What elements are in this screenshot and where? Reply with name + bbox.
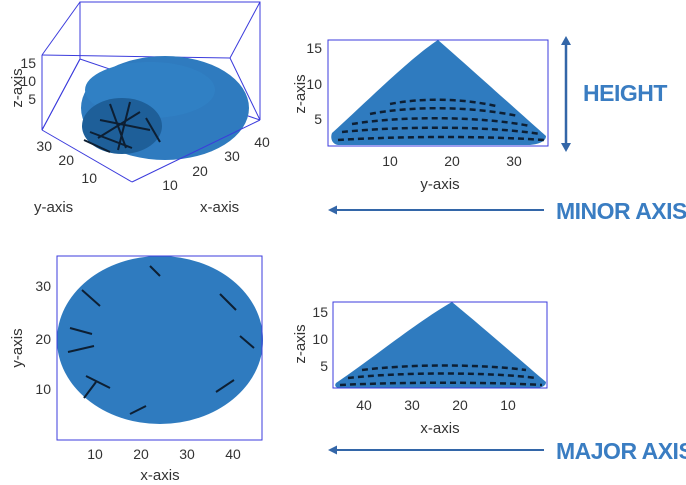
iso-z-tick: 10 <box>20 73 36 89</box>
side-x-x-axis-label: x-axis <box>420 420 459 437</box>
side-y-y-axis-label: y-axis <box>420 176 459 193</box>
iso-view-panel: 15 10 5 30 20 10 10 20 30 40 z-axis y-ax… <box>0 0 290 220</box>
iso-y-tick: 20 <box>58 152 74 168</box>
side-y-z-tick: 15 <box>306 40 322 56</box>
top-y-axis-label: y-axis <box>9 328 26 367</box>
top-shape <box>57 256 263 424</box>
side-x-z-axis-label: z-axis <box>292 324 309 363</box>
side-y-y-tick: 10 <box>382 153 398 169</box>
top-x-tick: 10 <box>87 446 103 462</box>
iso-y-tick: 30 <box>36 138 52 154</box>
iso-y-axis-label: y-axis <box>34 199 73 216</box>
top-plot-frame <box>56 255 263 441</box>
top-y-tick: 20 <box>35 331 51 347</box>
side-x-x-tick: 40 <box>356 397 372 413</box>
major-axis-label: MAJOR AXIS <box>556 438 686 464</box>
iso-shape <box>81 56 249 160</box>
side-x-view-panel: 15 10 5 40 30 20 10 z-axis x-axis <box>290 290 560 440</box>
iso-z-tick: 5 <box>28 91 36 107</box>
side-x-z-tick: 15 <box>312 304 328 320</box>
major-axis-arrow <box>328 445 544 455</box>
side-y-view-plot: 15 10 5 10 20 30 z-axis y-axis <box>292 39 549 193</box>
iso-x-tick: 20 <box>192 163 208 179</box>
side-y-y-tick: 30 <box>506 153 522 169</box>
top-x-tick: 20 <box>133 446 149 462</box>
top-y-tick: 10 <box>35 381 51 397</box>
iso-x-tick: 40 <box>254 134 270 150</box>
top-x-axis-label: x-axis <box>140 467 179 484</box>
iso-x-tick: 10 <box>162 177 178 193</box>
iso-x-axis-label: x-axis <box>200 199 239 216</box>
iso-x-tick: 30 <box>224 148 240 164</box>
side-y-shape <box>331 40 546 145</box>
minor-axis-arrow <box>328 205 544 215</box>
side-y-view-panel: 15 10 5 10 20 30 z-axis y-axis <box>290 28 560 198</box>
side-x-x-tick: 20 <box>452 397 468 413</box>
side-y-z-tick: 5 <box>314 111 322 127</box>
side-x-x-tick: 10 <box>500 397 516 413</box>
iso-z-tick: 15 <box>20 55 36 71</box>
height-label: HEIGHT <box>583 80 667 106</box>
iso-z-axis-label: z-axis <box>9 68 26 107</box>
side-x-z-tick: 10 <box>312 331 328 347</box>
top-view-plot: 30 20 10 10 20 30 40 y-axis x-axis <box>9 255 263 484</box>
top-x-tick: 40 <box>225 446 241 462</box>
side-y-plot-frame <box>327 39 549 147</box>
side-x-x-tick: 30 <box>404 397 420 413</box>
side-x-view-plot: 15 10 5 40 30 20 10 z-axis x-axis <box>292 301 548 437</box>
top-view-panel: 30 20 10 10 20 30 40 y-axis x-axis <box>0 248 290 484</box>
iso-view-plot: 15 10 5 30 20 10 10 20 30 40 z-axis y-ax… <box>9 1 270 216</box>
side-y-z-axis-label: z-axis <box>292 74 309 113</box>
height-arrow <box>561 36 571 152</box>
top-x-tick: 30 <box>179 446 195 462</box>
side-y-z-tick: 10 <box>306 76 322 92</box>
side-x-plot-frame <box>332 301 548 389</box>
side-x-z-tick: 5 <box>320 358 328 374</box>
side-x-shape <box>335 302 546 388</box>
side-y-y-tick: 20 <box>444 153 460 169</box>
minor-axis-label: MINOR AXIS <box>556 198 686 224</box>
top-y-tick: 30 <box>35 278 51 294</box>
iso-y-tick: 10 <box>81 170 97 186</box>
